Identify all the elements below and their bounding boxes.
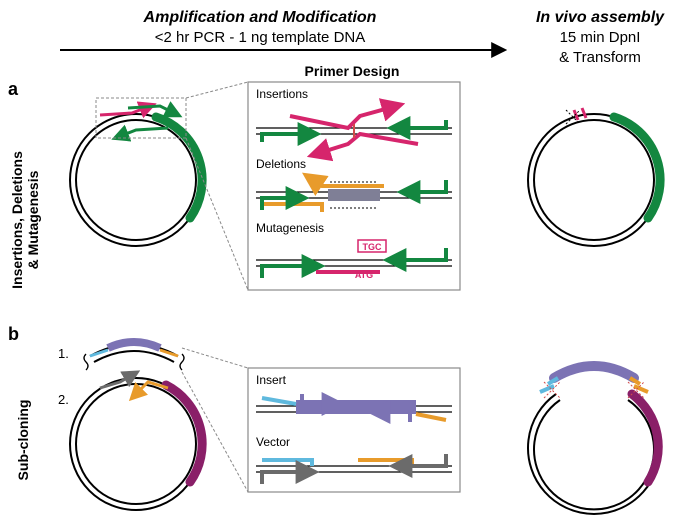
diagram-root: Amplification and Modification In vivo a… xyxy=(0,0,697,532)
box-b-vector xyxy=(256,454,452,484)
side-label-a-l2: & Mutagenesis xyxy=(25,170,41,269)
side-label-a-l1: Insertions, Deletions xyxy=(9,151,25,289)
subclone-num-2: 2. xyxy=(58,392,69,407)
box-b-row1-label: Insert xyxy=(256,373,287,387)
box-a-insertions xyxy=(256,106,452,154)
box-a-row3-label: Mutagenesis xyxy=(256,221,324,235)
panel-b-left-plasmid xyxy=(70,374,202,510)
panel-a-right-plasmid xyxy=(528,108,660,246)
box-a-deletions xyxy=(256,178,452,212)
zoom-leader-b1 xyxy=(182,348,248,368)
header-left-sub: <2 hr PCR - 1 ng template DNA xyxy=(155,29,366,46)
header-left-italic: Amplification and Modification xyxy=(143,9,377,26)
primer-design-title: Primer Design xyxy=(305,63,400,79)
panel-a-left-plasmid xyxy=(70,106,202,246)
header-right-italic: In vivo assembly xyxy=(536,9,665,26)
box-a-row2-label: Deletions xyxy=(256,157,306,171)
box-b-insert xyxy=(256,394,452,422)
header-right-sub2: & Transform xyxy=(559,49,641,66)
subclone-num-1: 1. xyxy=(58,346,69,361)
panel-b-insert-fragment xyxy=(84,342,184,370)
codon-top: TGC xyxy=(363,242,382,252)
box-a-row1-label: Insertions xyxy=(256,87,308,101)
box-a-mutagenesis: TGC ATG xyxy=(256,240,452,280)
codon-bottom: ATG xyxy=(355,270,373,280)
box-b-row2-label: Vector xyxy=(256,435,290,449)
panel-label-b: b xyxy=(8,324,19,344)
panel-b-right-plasmid xyxy=(528,366,660,514)
zoom-leader-a1 xyxy=(186,82,248,98)
side-label-b: Sub-cloning xyxy=(15,400,31,481)
panel-label-a: a xyxy=(8,79,19,99)
header-right-sub1: 15 min DpnI xyxy=(560,29,641,46)
